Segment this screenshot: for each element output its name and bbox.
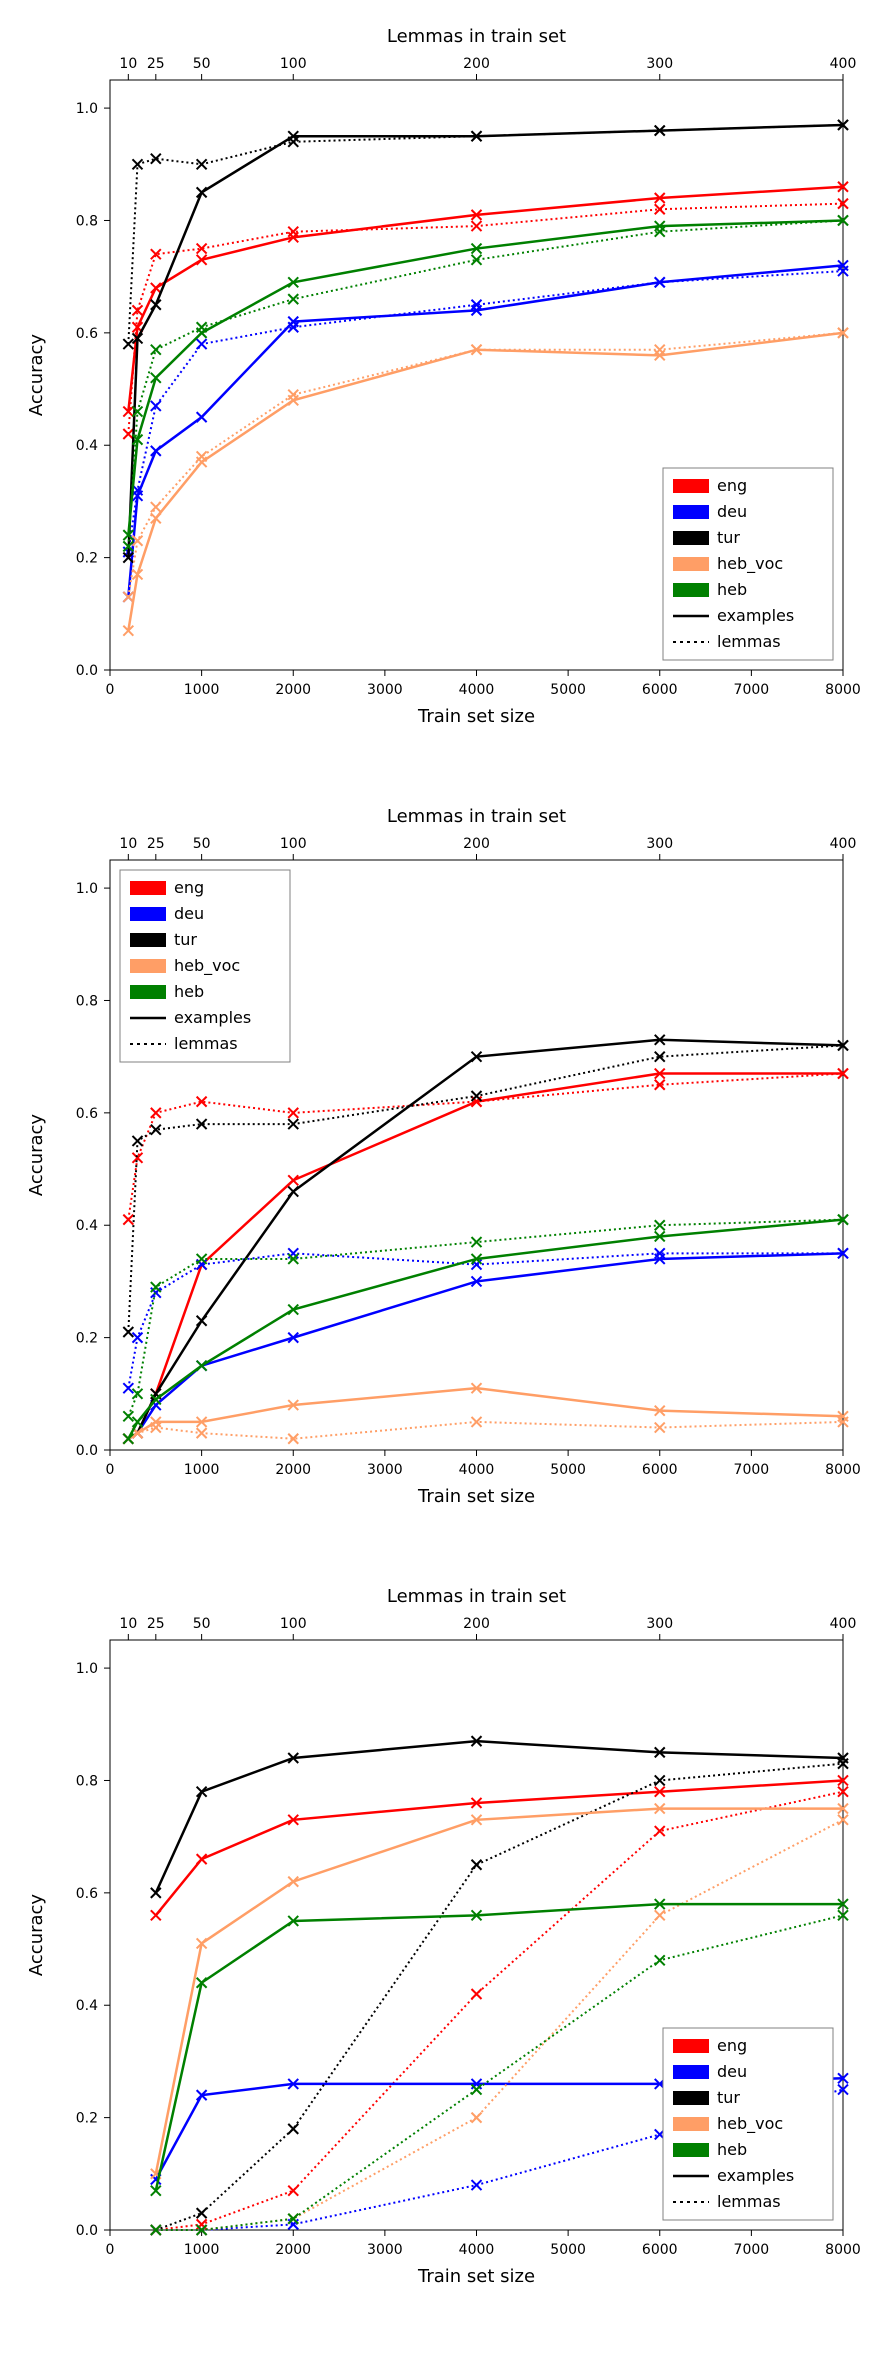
svg-text:6000: 6000 (642, 2242, 678, 2258)
svg-text:1000: 1000 (184, 1462, 220, 1478)
svg-text:4000: 4000 (459, 682, 495, 698)
svg-text:0: 0 (106, 1462, 115, 1478)
svg-text:10: 10 (119, 56, 137, 72)
svg-text:0.8: 0.8 (76, 1773, 98, 1789)
svg-text:25: 25 (147, 56, 165, 72)
svg-text:Lemmas in train set: Lemmas in train set (387, 806, 566, 827)
svg-text:2000: 2000 (275, 2242, 311, 2258)
svg-text:50: 50 (193, 56, 211, 72)
svg-text:1000: 1000 (184, 682, 220, 698)
svg-text:0: 0 (106, 2242, 115, 2258)
svg-text:Lemmas in train set: Lemmas in train set (387, 26, 566, 47)
svg-text:3000: 3000 (367, 1462, 403, 1478)
svg-text:heb: heb (174, 982, 204, 1001)
svg-text:2000: 2000 (275, 682, 311, 698)
svg-text:25: 25 (147, 836, 165, 852)
svg-text:1.0: 1.0 (76, 881, 98, 897)
svg-text:0.0: 0.0 (76, 1443, 98, 1459)
svg-text:eng: eng (174, 878, 204, 897)
svg-text:deu: deu (174, 904, 204, 923)
svg-text:0.8: 0.8 (76, 993, 98, 1009)
svg-text:0.6: 0.6 (76, 326, 98, 342)
svg-text:8000: 8000 (825, 682, 861, 698)
svg-text:Train set size: Train set size (417, 2266, 535, 2287)
svg-text:7000: 7000 (734, 2242, 770, 2258)
svg-text:examples: examples (717, 2166, 794, 2185)
svg-text:400: 400 (830, 56, 857, 72)
svg-text:examples: examples (717, 606, 794, 625)
svg-text:5000: 5000 (550, 1462, 586, 1478)
svg-text:0.6: 0.6 (76, 1106, 98, 1122)
svg-text:eng: eng (717, 2036, 747, 2055)
svg-text:6000: 6000 (642, 1462, 678, 1478)
svg-text:Accuracy: Accuracy (26, 1894, 47, 1977)
svg-text:Accuracy: Accuracy (26, 334, 47, 417)
svg-text:1000: 1000 (184, 2242, 220, 2258)
svg-text:Train set size: Train set size (417, 706, 535, 727)
svg-text:6000: 6000 (642, 682, 678, 698)
svg-text:heb: heb (717, 580, 747, 599)
svg-text:400: 400 (830, 836, 857, 852)
svg-text:200: 200 (463, 56, 490, 72)
svg-text:deu: deu (717, 502, 747, 521)
svg-text:tur: tur (717, 2088, 740, 2107)
svg-text:25: 25 (147, 1616, 165, 1632)
svg-text:5000: 5000 (550, 682, 586, 698)
svg-text:0.0: 0.0 (76, 2223, 98, 2239)
chart-0: 0 1000 2000 3000 4000 5000 6000 7000 8000 0.0 0.2 0… (20, 20, 863, 740)
svg-text:4000: 4000 (459, 1462, 495, 1478)
svg-text:Train set size: Train set size (417, 1486, 535, 1507)
svg-text:7000: 7000 (734, 682, 770, 698)
svg-text:50: 50 (193, 1616, 211, 1632)
svg-text:8000: 8000 (825, 1462, 861, 1478)
svg-text:8000: 8000 (825, 2242, 861, 2258)
svg-text:tur: tur (174, 930, 197, 949)
svg-text:400: 400 (830, 1616, 857, 1632)
svg-text:eng: eng (717, 476, 747, 495)
svg-text:Lemmas in train set: Lemmas in train set (387, 1586, 566, 1607)
svg-text:300: 300 (646, 836, 673, 852)
svg-text:4000: 4000 (459, 2242, 495, 2258)
chart-1: 0 1000 2000 3000 4000 5000 6000 7000 8000 0.0 0.2 0… (20, 800, 863, 1520)
svg-text:3000: 3000 (367, 2242, 403, 2258)
svg-text:lemmas: lemmas (717, 632, 781, 651)
svg-text:0.0: 0.0 (76, 663, 98, 679)
svg-text:0.8: 0.8 (76, 213, 98, 229)
svg-text:1.0: 1.0 (76, 101, 98, 117)
svg-text:3000: 3000 (367, 682, 403, 698)
svg-text:100: 100 (280, 836, 307, 852)
svg-text:heb_voc: heb_voc (717, 554, 783, 574)
svg-text:10: 10 (119, 1616, 137, 1632)
svg-text:0.6: 0.6 (76, 1886, 98, 1902)
svg-text:0.2: 0.2 (76, 1331, 98, 1347)
svg-text:lemmas: lemmas (717, 2192, 781, 2211)
svg-text:examples: examples (174, 1008, 251, 1027)
svg-text:7000: 7000 (734, 1462, 770, 1478)
svg-text:heb: heb (717, 2140, 747, 2159)
svg-text:tur: tur (717, 528, 740, 547)
svg-text:300: 300 (646, 56, 673, 72)
svg-text:5000: 5000 (550, 2242, 586, 2258)
svg-text:2000: 2000 (275, 1462, 311, 1478)
svg-text:Accuracy: Accuracy (26, 1114, 47, 1197)
svg-text:200: 200 (463, 1616, 490, 1632)
svg-text:heb_voc: heb_voc (717, 2114, 783, 2134)
svg-text:100: 100 (280, 56, 307, 72)
svg-text:0.4: 0.4 (76, 1998, 98, 2014)
svg-text:0.4: 0.4 (76, 1218, 98, 1234)
svg-text:0: 0 (106, 682, 115, 698)
svg-text:200: 200 (463, 836, 490, 852)
svg-text:100: 100 (280, 1616, 307, 1632)
svg-text:heb_voc: heb_voc (174, 956, 240, 976)
svg-text:lemmas: lemmas (174, 1034, 238, 1053)
chart-2: 0 1000 2000 3000 4000 5000 6000 7000 8000 0.0 0.2 0… (20, 1580, 863, 2300)
svg-text:50: 50 (193, 836, 211, 852)
svg-text:0.4: 0.4 (76, 438, 98, 454)
svg-text:deu: deu (717, 2062, 747, 2081)
svg-text:300: 300 (646, 1616, 673, 1632)
svg-text:0.2: 0.2 (76, 2111, 98, 2127)
svg-text:1.0: 1.0 (76, 1661, 98, 1677)
svg-text:0.2: 0.2 (76, 551, 98, 567)
svg-text:10: 10 (119, 836, 137, 852)
